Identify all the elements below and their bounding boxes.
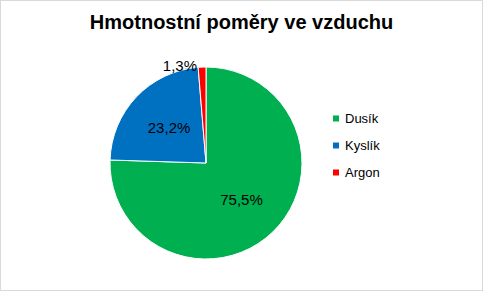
svg-text:Dusík: Dusík: [345, 111, 379, 126]
svg-text:23,2%: 23,2%: [148, 119, 191, 136]
svg-text:Argon: Argon: [345, 165, 380, 180]
svg-text:1,3%: 1,3%: [163, 57, 197, 74]
svg-text:Hmotnostní poměry ve vzduchu: Hmotnostní poměry ve vzduchu: [90, 11, 393, 33]
svg-text:75,5%: 75,5%: [220, 191, 263, 208]
svg-text:Kyslík: Kyslík: [345, 138, 380, 153]
